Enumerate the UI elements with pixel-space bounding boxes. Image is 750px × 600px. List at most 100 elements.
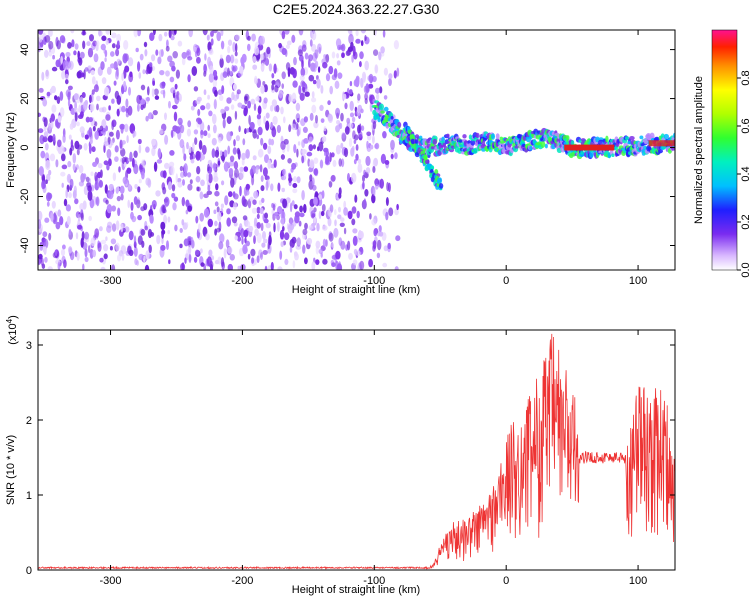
snr-multiplier-close: ) bbox=[7, 315, 19, 319]
noise-blob bbox=[260, 185, 265, 192]
noise-blob bbox=[343, 207, 348, 216]
noise-blob bbox=[284, 258, 289, 265]
noise-blob bbox=[309, 39, 313, 47]
noise-blob bbox=[336, 53, 340, 59]
noise-blob bbox=[368, 73, 374, 84]
noise-blob bbox=[45, 69, 50, 80]
noise-blob bbox=[195, 150, 201, 161]
noise-blob bbox=[315, 114, 318, 124]
noise-blob bbox=[196, 47, 201, 57]
noise-blob bbox=[256, 206, 261, 214]
noise-blob bbox=[250, 98, 256, 105]
noise-blob bbox=[211, 137, 217, 146]
noise-blob bbox=[372, 135, 375, 144]
noise-blob bbox=[172, 104, 178, 110]
noise-blob bbox=[222, 118, 226, 129]
noise-blob bbox=[335, 250, 341, 260]
noise-blob bbox=[148, 244, 152, 254]
noise-blob bbox=[322, 258, 328, 265]
snr-multiplier: (x104) bbox=[5, 315, 19, 345]
noise-blob bbox=[84, 231, 90, 240]
noise-blob bbox=[289, 246, 293, 253]
noise-blob bbox=[260, 222, 264, 232]
noise-blob bbox=[252, 199, 257, 205]
noise-blob bbox=[193, 86, 199, 92]
noise-blob bbox=[174, 224, 178, 232]
noise-blob bbox=[115, 129, 120, 140]
noise-blob bbox=[195, 175, 201, 183]
noise-blob bbox=[78, 165, 84, 174]
noise-blob bbox=[199, 153, 205, 161]
noise-blob bbox=[149, 62, 153, 68]
noise-blob bbox=[165, 70, 170, 77]
noise-blob bbox=[38, 128, 44, 134]
spectrogram-x-label: Height of straight line (km) bbox=[292, 284, 420, 296]
noise-blob bbox=[234, 58, 239, 64]
noise-blob bbox=[140, 206, 146, 212]
noise-blob bbox=[83, 69, 86, 80]
noise-blob bbox=[74, 198, 79, 205]
noise-blob bbox=[228, 167, 234, 175]
noise-blob bbox=[219, 54, 223, 60]
noise-blob bbox=[131, 215, 137, 223]
noise-blob bbox=[170, 35, 175, 41]
noise-blob bbox=[334, 209, 337, 216]
noise-blob bbox=[296, 237, 301, 247]
signal-peak-band bbox=[564, 144, 615, 151]
noise-blob bbox=[200, 129, 204, 136]
signal-blob bbox=[566, 135, 570, 141]
noise-blob bbox=[101, 77, 107, 85]
noise-blob bbox=[198, 223, 201, 233]
noise-blob bbox=[110, 63, 115, 69]
noise-blob bbox=[120, 223, 124, 233]
noise-blob bbox=[271, 73, 275, 79]
noise-blob bbox=[352, 45, 356, 57]
noise-blob bbox=[193, 129, 199, 135]
noise-blob bbox=[203, 193, 209, 199]
noise-blob bbox=[303, 203, 307, 214]
noise-blob bbox=[312, 144, 316, 150]
noise-blob bbox=[42, 231, 48, 238]
noise-blob bbox=[82, 263, 85, 270]
noise-blob bbox=[316, 222, 320, 232]
noise-blob bbox=[280, 175, 287, 181]
noise-blob bbox=[173, 196, 179, 202]
noise-blob bbox=[330, 152, 335, 158]
noise-blob bbox=[67, 160, 72, 168]
noise-blob bbox=[227, 145, 231, 155]
noise-blob bbox=[259, 207, 264, 215]
noise-blob bbox=[256, 114, 261, 120]
noise-blob bbox=[72, 163, 76, 171]
noise-blob bbox=[201, 144, 207, 155]
noise-blob bbox=[156, 234, 161, 245]
noise-blob bbox=[168, 30, 172, 39]
signal-blob bbox=[432, 138, 437, 145]
noise-blob bbox=[73, 50, 77, 56]
noise-blob bbox=[341, 52, 345, 59]
noise-blob bbox=[187, 172, 192, 178]
noise-blob bbox=[61, 182, 64, 188]
signal-blob bbox=[570, 140, 575, 146]
noise-blob bbox=[157, 56, 162, 65]
noise-blob bbox=[67, 85, 73, 91]
noise-blob bbox=[260, 85, 265, 94]
noise-blob bbox=[304, 91, 310, 97]
noise-blob bbox=[46, 91, 51, 97]
noise-blob bbox=[320, 118, 325, 123]
noise-blob bbox=[198, 140, 203, 150]
noise-blob bbox=[257, 148, 264, 158]
noise-blob bbox=[298, 85, 302, 95]
noise-blob bbox=[152, 80, 155, 86]
colorbar-tick-label: 0.8 bbox=[740, 70, 750, 85]
noise-blob bbox=[298, 30, 304, 36]
noise-blob bbox=[166, 240, 169, 251]
noise-blob bbox=[158, 33, 163, 42]
noise-blob bbox=[38, 87, 44, 93]
noise-blob bbox=[83, 143, 88, 151]
signal-blob bbox=[470, 139, 476, 146]
noise-blob bbox=[372, 240, 377, 250]
noise-blob bbox=[128, 183, 132, 190]
noise-blob bbox=[153, 161, 158, 172]
noise-blob bbox=[119, 185, 125, 194]
